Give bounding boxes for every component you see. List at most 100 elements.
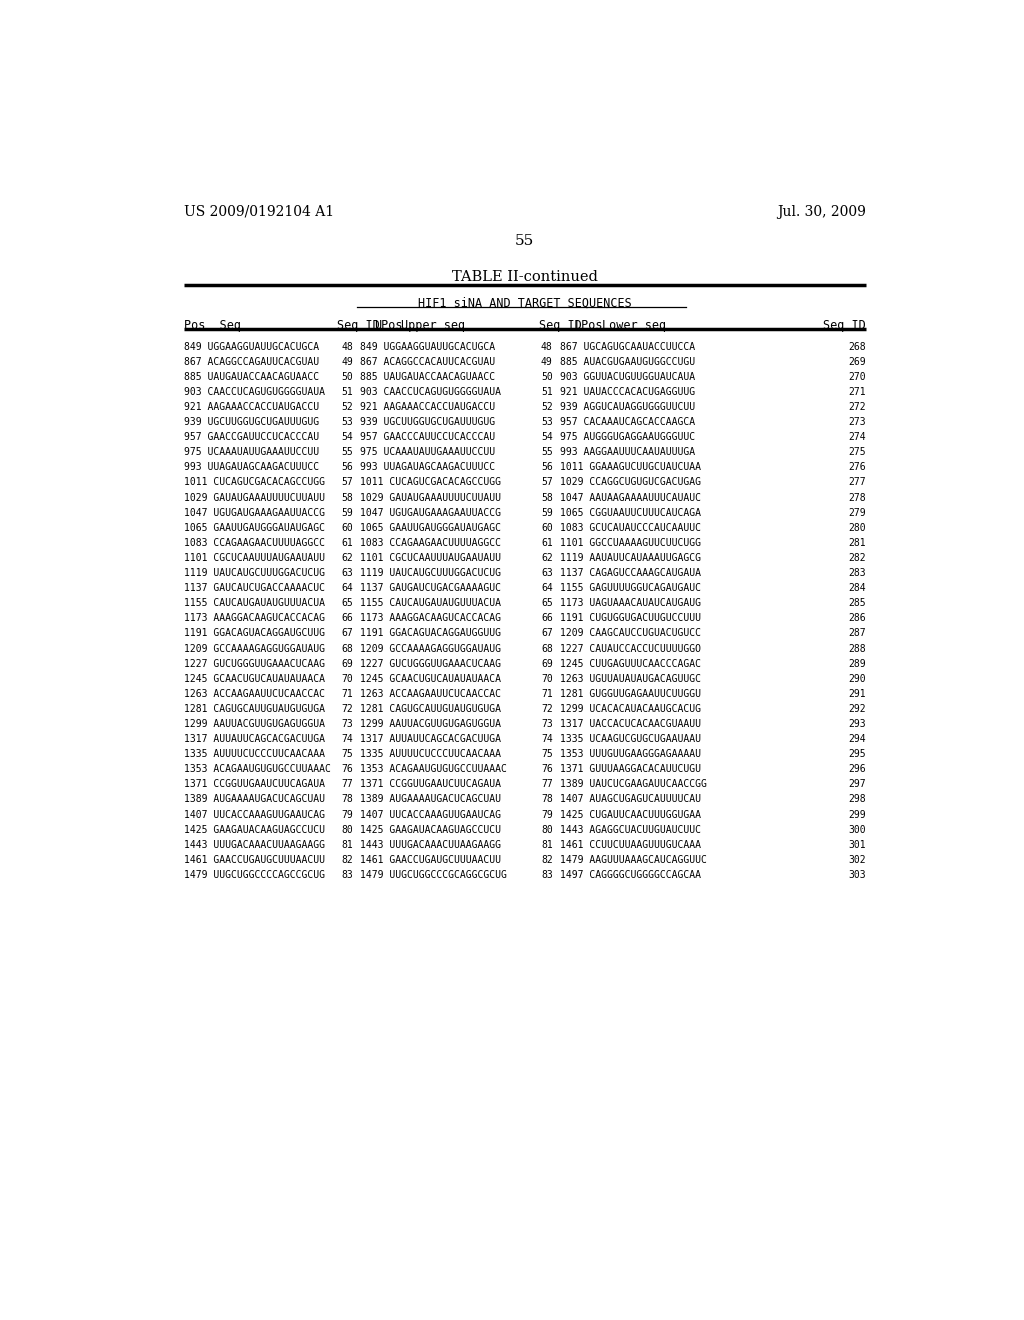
Text: 297: 297 (848, 779, 866, 789)
Text: 1245 CUUGAGUUUCAACCCAGAC: 1245 CUUGAGUUUCAACCCAGAC (560, 659, 701, 669)
Text: HIF1 siNA AND TARGET SEQUENCES: HIF1 siNA AND TARGET SEQUENCES (418, 297, 632, 310)
Text: 1065 GAAUUGAUGGGAUAUGAGC: 1065 GAAUUGAUGGGAUAUGAGC (360, 523, 502, 533)
Text: 1461 GAACCUGAUGCUUUAACUU: 1461 GAACCUGAUGCUUUAACUU (360, 855, 502, 865)
Text: 1281 CAGUGCAUUGUAUGUGUGA: 1281 CAGUGCAUUGUAUGUGUGA (183, 704, 325, 714)
Text: 975 AUGGGUGAGGAAUGGGUUC: 975 AUGGGUGAGGAAUGGGUUC (560, 432, 695, 442)
Text: Jul. 30, 2009: Jul. 30, 2009 (777, 205, 866, 219)
Text: 1011 GGAAAGUCUUGCUAUCUAA: 1011 GGAAAGUCUUGCUAUCUAA (560, 462, 701, 473)
Text: 1407 UUCACCAAAGUUGAAUCAG: 1407 UUCACCAAAGUUGAAUCAG (360, 809, 502, 820)
Text: 1479 UUGCUGGCCCGCAGGCGCUG: 1479 UUGCUGGCCCGCAGGCGCUG (360, 870, 507, 880)
Text: 1299 UCACACAUACAAUGCACUG: 1299 UCACACAUACAAUGCACUG (560, 704, 701, 714)
Text: 64: 64 (341, 583, 352, 593)
Text: 1335 AUUUUCUCCCUUCAACAAA: 1335 AUUUUCUCCCUUCAACAAA (183, 750, 325, 759)
Text: 1191 GGACAGUACAGGAUGGUUG: 1191 GGACAGUACAGGAUGGUUG (360, 628, 502, 639)
Text: 74: 74 (341, 734, 352, 744)
Text: 1209 GCCAAAAGAGGUGGAUAUG: 1209 GCCAAAAGAGGUGGAUAUG (183, 644, 325, 653)
Text: 1353 UUUGUUGAAGGGAGAAAAU: 1353 UUUGUUGAAGGGAGAAAAU (560, 750, 701, 759)
Text: 70: 70 (541, 673, 553, 684)
Text: 1119 UAUCAUGCUUUGGACUCUG: 1119 UAUCAUGCUUUGGACUCUG (183, 568, 325, 578)
Text: 48: 48 (541, 342, 553, 351)
Text: 56: 56 (341, 462, 352, 473)
Text: 1281 GUGGUUGAGAAUUCUUGGU: 1281 GUGGUUGAGAAUUCUUGGU (560, 689, 701, 698)
Text: Seq ID: Seq ID (823, 318, 866, 331)
Text: 62: 62 (341, 553, 352, 562)
Text: 69: 69 (341, 659, 352, 669)
Text: 277: 277 (848, 478, 866, 487)
Text: 885 AUACGUGAAUGUGGCCUGU: 885 AUACGUGAAUGUGGCCUGU (560, 356, 695, 367)
Text: 300: 300 (848, 825, 866, 834)
Text: 1155 GAGUUUUGGUCAGAUGAUC: 1155 GAGUUUUGGUCAGAUGAUC (560, 583, 701, 593)
Text: 939 UGCUUGGUGCUGAUUUGUG: 939 UGCUUGGUGCUGAUUUGUG (360, 417, 496, 428)
Text: 975 UCAAAUAUUGAAAUUCCUU: 975 UCAAAUAUUGAAAUUCCUU (183, 447, 318, 457)
Text: 71: 71 (541, 689, 553, 698)
Text: 80: 80 (341, 825, 352, 834)
Text: 268: 268 (848, 342, 866, 351)
Text: 71: 71 (341, 689, 352, 698)
Text: 1209 GCCAAAAGAGGUGGAUAUG: 1209 GCCAAAAGAGGUGGAUAUG (360, 644, 502, 653)
Text: 1227 GUCUGGGUUGAAACUCAAG: 1227 GUCUGGGUUGAAACUCAAG (360, 659, 502, 669)
Text: 1299 AAUUACGUUGUGAGUGGUA: 1299 AAUUACGUUGUGAGUGGUA (183, 719, 325, 729)
Text: 1083 CCAGAAGAACUUUUAGGCC: 1083 CCAGAAGAACUUUUAGGCC (360, 537, 502, 548)
Text: 69: 69 (541, 659, 553, 669)
Text: 74: 74 (541, 734, 553, 744)
Text: 295: 295 (848, 750, 866, 759)
Text: 1191 CUGUGGUGACUUGUCCUUU: 1191 CUGUGGUGACUUGUCCUUU (560, 614, 701, 623)
Text: 66: 66 (341, 614, 352, 623)
Text: 1101 GGCCUAAAAGUUCUUCUGG: 1101 GGCCUAAAAGUUCUUCUGG (560, 537, 701, 548)
Text: 279: 279 (848, 508, 866, 517)
Text: 269: 269 (848, 356, 866, 367)
Text: 1461 CCUUCUUAAGUUUGUCAAA: 1461 CCUUCUUAAGUUUGUCAAA (560, 840, 701, 850)
Text: 76: 76 (541, 764, 553, 775)
Text: 1047 AAUAAGAAAAUUUCAUAUC: 1047 AAUAAGAAAAUUUCAUAUC (560, 492, 701, 503)
Text: 1011 CUCAGUCGACACAGCCUGG: 1011 CUCAGUCGACACAGCCUGG (183, 478, 325, 487)
Text: 1317 AUUAUUCAGCACGACUUGA: 1317 AUUAUUCAGCACGACUUGA (183, 734, 325, 744)
Text: 1353 ACAGAAUGUGUGCCUUAAAC: 1353 ACAGAAUGUGUGCCUUAAAC (183, 764, 331, 775)
Text: 1029 CCAGGCUGUGUCGACUGAG: 1029 CCAGGCUGUGUCGACUGAG (560, 478, 701, 487)
Text: 1191 GGACAGUACAGGAUGCUUG: 1191 GGACAGUACAGGAUGCUUG (183, 628, 325, 639)
Text: 68: 68 (541, 644, 553, 653)
Text: 1443 UUUGACAAACUUAAGAAGG: 1443 UUUGACAAACUUAAGAAGG (360, 840, 502, 850)
Text: 65: 65 (541, 598, 553, 609)
Text: TABLE II-continued: TABLE II-continued (452, 271, 598, 284)
Text: 78: 78 (341, 795, 352, 804)
Text: 282: 282 (848, 553, 866, 562)
Text: 1425 GAAGAUACAAGUAGCCUCU: 1425 GAAGAUACAAGUAGCCUCU (360, 825, 502, 834)
Text: 54: 54 (541, 432, 553, 442)
Text: 61: 61 (541, 537, 553, 548)
Text: 76: 76 (341, 764, 352, 775)
Text: 81: 81 (341, 840, 352, 850)
Text: 849 UGGAAGGUAUUGCACUGCA: 849 UGGAAGGUAUUGCACUGCA (360, 342, 496, 351)
Text: 79: 79 (541, 809, 553, 820)
Text: 1029 GAUAUGAAAUUUUCUUAUU: 1029 GAUAUGAAAUUUUCUUAUU (360, 492, 502, 503)
Text: 56: 56 (541, 462, 553, 473)
Text: 67: 67 (341, 628, 352, 639)
Text: 75: 75 (541, 750, 553, 759)
Text: 1083 GCUCAUAUCCCAUCAAUUC: 1083 GCUCAUAUCCCAUCAAUUC (560, 523, 701, 533)
Text: 1389 AUGAAAAUGACUCAGCUAU: 1389 AUGAAAAUGACUCAGCUAU (360, 795, 502, 804)
Text: 1155 CAUCAUGAUAUGUUUACUA: 1155 CAUCAUGAUAUGUUUACUA (183, 598, 325, 609)
Text: 62: 62 (541, 553, 553, 562)
Text: Seq ID: Seq ID (337, 318, 380, 331)
Text: 298: 298 (848, 795, 866, 804)
Text: 70: 70 (341, 673, 352, 684)
Text: 78: 78 (541, 795, 553, 804)
Text: 939 UGCUUGGUGCUGAUUUGUG: 939 UGCUUGGUGCUGAUUUGUG (183, 417, 318, 428)
Text: US 2009/0192104 A1: US 2009/0192104 A1 (183, 205, 334, 219)
Text: 1119 UAUCAUGCUUUGGACUCUG: 1119 UAUCAUGCUUUGGACUCUG (360, 568, 502, 578)
Text: 54: 54 (341, 432, 352, 442)
Text: 67: 67 (541, 628, 553, 639)
Text: 1101 CGCUCAAUUUAUGAAUAUU: 1101 CGCUCAAUUUAUGAAUAUU (360, 553, 502, 562)
Text: 921 AAGAAACCACCUAUGACCU: 921 AAGAAACCACCUAUGACCU (360, 403, 496, 412)
Text: UPos: UPos (375, 318, 403, 331)
Text: 73: 73 (341, 719, 352, 729)
Text: 60: 60 (541, 523, 553, 533)
Text: 1371 CCGGUUGAAUCUUCAGAUA: 1371 CCGGUUGAAUCUUCAGAUA (360, 779, 502, 789)
Text: Pos  Seq: Pos Seq (183, 318, 241, 331)
Text: 284: 284 (848, 583, 866, 593)
Text: 1353 ACAGAAUGUGUGCCUUAAAC: 1353 ACAGAAUGUGUGCCUUAAAC (360, 764, 507, 775)
Text: 49: 49 (541, 356, 553, 367)
Text: 1119 AAUAUUCAUAAAUUGAGCG: 1119 AAUAUUCAUAAAUUGAGCG (560, 553, 701, 562)
Text: 1245 GCAACUGUCAUAUAUAACA: 1245 GCAACUGUCAUAUAUAACA (360, 673, 502, 684)
Text: 55: 55 (541, 447, 553, 457)
Text: 72: 72 (341, 704, 352, 714)
